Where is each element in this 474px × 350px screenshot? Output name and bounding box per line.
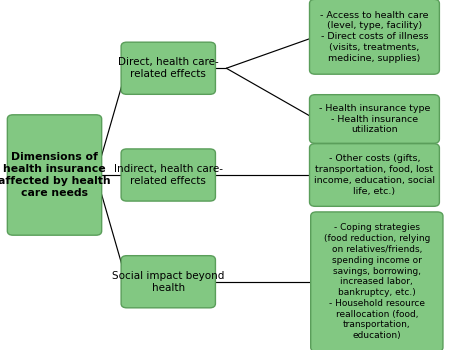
FancyBboxPatch shape (121, 256, 215, 308)
Text: - Other costs (gifts,
transportation, food, lost
income, education, social
life,: - Other costs (gifts, transportation, fo… (314, 154, 435, 196)
Text: Social impact beyond
health: Social impact beyond health (112, 271, 225, 293)
Text: Direct, health care-
related effects: Direct, health care- related effects (118, 57, 219, 79)
FancyBboxPatch shape (311, 212, 443, 350)
FancyBboxPatch shape (310, 94, 439, 144)
Text: Dimensions of
health insurance
affected by health
care needs: Dimensions of health insurance affected … (0, 152, 111, 198)
FancyBboxPatch shape (310, 0, 439, 74)
Text: - Access to health care
(level, type, facility)
- Direct costs of illness
(visit: - Access to health care (level, type, fa… (320, 11, 428, 63)
Text: Indirect, health care-
related effects: Indirect, health care- related effects (114, 164, 223, 186)
FancyBboxPatch shape (121, 42, 215, 94)
Text: - Health insurance type
- Health insurance
utilization: - Health insurance type - Health insuran… (319, 104, 430, 134)
FancyBboxPatch shape (310, 144, 439, 206)
Text: - Coping strategies
(food reduction, relying
on relatives/friends,
spending inco: - Coping strategies (food reduction, rel… (324, 224, 430, 340)
FancyBboxPatch shape (121, 149, 215, 201)
FancyBboxPatch shape (8, 115, 101, 235)
